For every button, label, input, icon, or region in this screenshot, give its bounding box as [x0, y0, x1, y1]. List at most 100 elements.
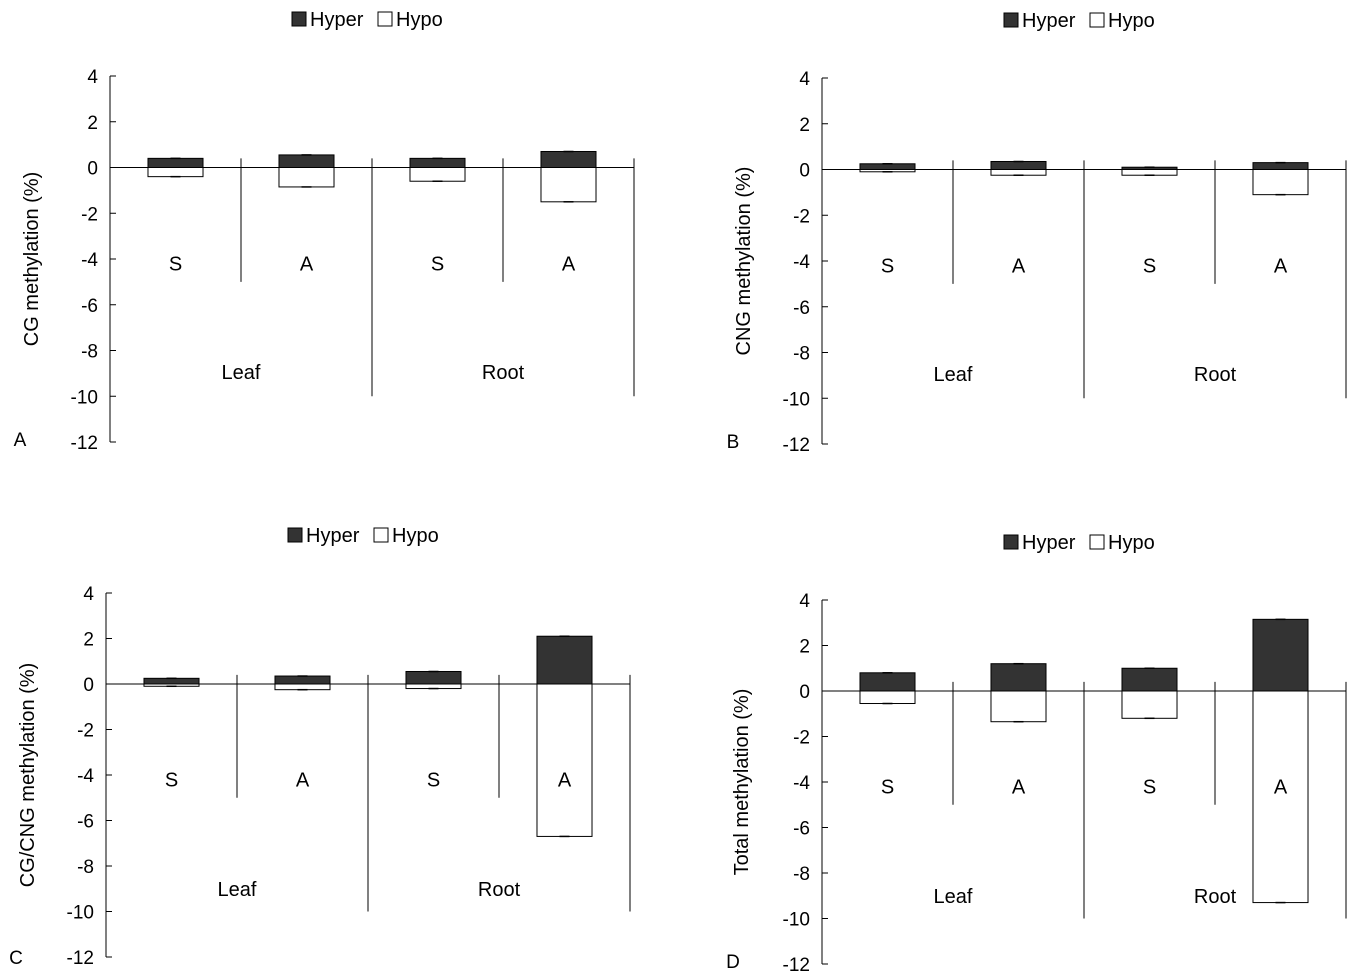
legend: Hyper Hypo — [1003, 10, 1155, 32]
y-tick-label: 0 — [83, 675, 94, 696]
y-tick-label: -8 — [77, 857, 94, 878]
y-tick-label: -6 — [793, 819, 810, 840]
y-tick-label: -10 — [67, 903, 94, 924]
bar-hypo — [990, 169, 1047, 176]
y-tick-label: -2 — [793, 728, 810, 749]
legend-swatch-hyper — [1003, 12, 1019, 28]
group-label: Leaf — [934, 364, 973, 386]
category-label: A — [562, 254, 576, 276]
group-label: Leaf — [218, 879, 257, 901]
legend-swatch-hypo — [1089, 534, 1105, 550]
chart-panel-c: Hyper Hypo 4 2 0 -2 -4 -6 -8 -10 -12 CG/CNG methyla… — [9, 525, 631, 969]
category-label: S — [431, 254, 444, 276]
category-label: S — [1143, 256, 1156, 278]
panel-label: B — [727, 432, 740, 453]
y-tick-label: 2 — [87, 113, 98, 134]
category-label: S — [169, 254, 182, 276]
category-label: S — [427, 770, 440, 792]
y-tick-label: -12 — [783, 435, 810, 456]
bar-hyper — [274, 675, 331, 685]
y-tick-label: 2 — [83, 630, 94, 651]
y-tick-label: 2 — [799, 637, 810, 658]
bar-hyper — [278, 154, 335, 168]
y-tick-label: 4 — [83, 584, 94, 605]
y-tick-label: -10 — [71, 387, 98, 408]
bar-hyper — [859, 163, 916, 170]
panel-label: D — [726, 952, 740, 973]
legend-swatch-hyper — [287, 527, 303, 543]
y-tick-label: -8 — [793, 864, 810, 885]
category-label: A — [296, 770, 310, 792]
group-label: Root — [478, 879, 521, 901]
legend-label-hypo: Hypo — [1108, 532, 1155, 554]
group-label: Leaf — [222, 362, 261, 384]
category-label: A — [1274, 777, 1288, 799]
y-tick-label: 0 — [799, 682, 810, 703]
y-tick-label: -12 — [783, 955, 810, 976]
y-tick-label: -6 — [77, 812, 94, 833]
category-label: S — [165, 770, 178, 792]
y-tick-label: -8 — [81, 342, 98, 363]
bar-hypo — [147, 167, 204, 178]
y-tick-label: -2 — [77, 721, 94, 742]
bar-hyper — [990, 160, 1047, 170]
legend: Hyper Hypo — [1003, 532, 1155, 554]
legend-swatch-hypo — [377, 11, 393, 27]
bar-hyper — [990, 663, 1047, 692]
chart-panel-d: Hyper Hypo 4 2 0 -2 -4 -6 -8 -10 -12 Total methylat… — [726, 532, 1347, 976]
legend-label-hyper: Hyper — [1022, 10, 1076, 32]
bar-hypo — [1252, 169, 1309, 196]
y-tick-label: -8 — [793, 344, 810, 365]
bar-hypo — [1121, 169, 1178, 176]
y-tick-label: -4 — [793, 252, 810, 273]
y-tick-label: -4 — [81, 250, 98, 271]
legend: Hyper Hypo — [291, 9, 443, 31]
y-axis-label: Total methylation (%) — [731, 689, 753, 876]
bar-hypo — [278, 167, 335, 188]
bar-hypo — [274, 683, 331, 691]
bar-hyper — [536, 635, 593, 685]
category-label: A — [1012, 256, 1026, 278]
bar-hypo — [1121, 690, 1178, 719]
group-label: Leaf — [934, 886, 973, 908]
bar-hyper — [405, 670, 462, 685]
legend-label-hypo: Hypo — [1108, 10, 1155, 32]
y-tick-label: 2 — [799, 115, 810, 136]
panel-label: A — [14, 430, 27, 451]
y-axis-label: CG methylation (%) — [21, 172, 43, 347]
chart-panel-b: Hyper Hypo 4 2 0 -2 -4 -6 -8 -10 -12 CNG methylatio… — [727, 10, 1347, 456]
group-label: Root — [482, 362, 525, 384]
legend-swatch-hypo — [373, 527, 389, 543]
chart-panel-a: Hyper Hypo 4 2 0 -2 -4 -6 -8 -10 -12 CG methylation… — [14, 9, 635, 454]
bar-hyper — [859, 672, 916, 692]
bar-hyper — [147, 157, 204, 169]
category-label: S — [1143, 777, 1156, 799]
legend-label-hyper: Hyper — [306, 525, 360, 547]
y-tick-label: 0 — [87, 159, 98, 180]
bar-hypo — [859, 690, 916, 705]
panel-label: C — [9, 948, 23, 969]
y-tick-label: -12 — [67, 948, 94, 969]
legend-label-hyper: Hyper — [1022, 532, 1076, 554]
category-label: A — [1012, 777, 1026, 799]
category-label: A — [558, 770, 572, 792]
legend-swatch-hyper — [1003, 534, 1019, 550]
category-label: A — [1274, 256, 1288, 278]
legend-label-hypo: Hypo — [392, 525, 439, 547]
y-tick-label: -6 — [793, 298, 810, 319]
y-tick-label: 4 — [87, 67, 98, 88]
y-axis-label: CNG methylation (%) — [733, 167, 755, 356]
y-tick-label: -2 — [81, 204, 98, 225]
legend-swatch-hypo — [1089, 12, 1105, 28]
y-tick-label: -4 — [77, 766, 94, 787]
y-tick-label: -10 — [783, 389, 810, 410]
category-label: S — [881, 777, 894, 799]
bar-hyper — [540, 150, 597, 169]
y-axis-label: CG/CNG methylation (%) — [17, 663, 39, 888]
y-tick-label: -6 — [81, 296, 98, 317]
category-label: S — [881, 256, 894, 278]
bar-hypo — [409, 167, 466, 182]
y-tick-label: 4 — [799, 69, 810, 90]
bar-hyper — [143, 677, 200, 685]
